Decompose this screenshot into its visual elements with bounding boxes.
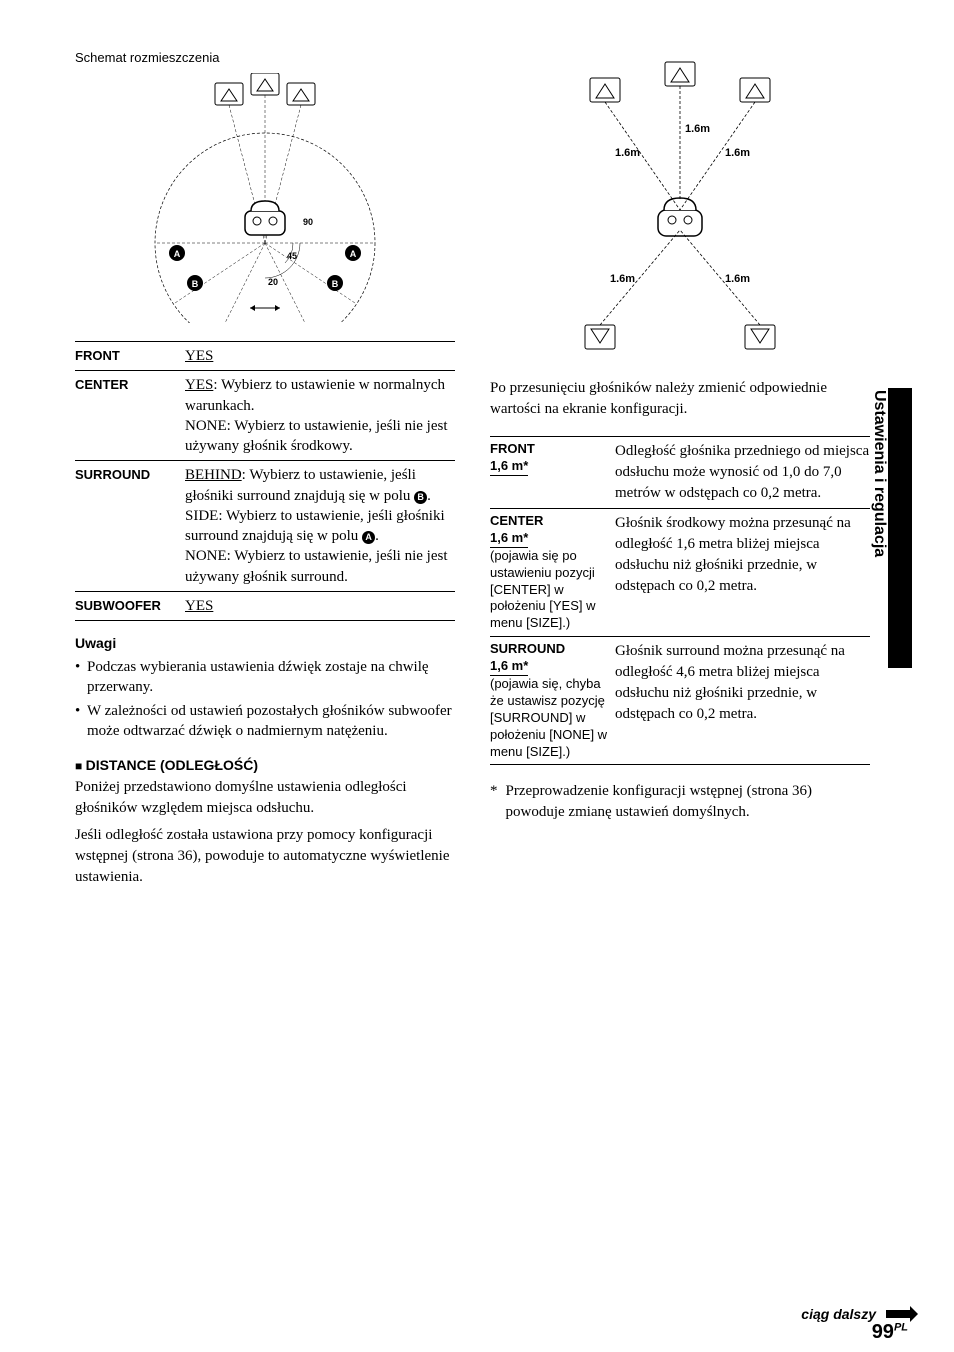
table-row-front-dist: FRONT 1,6 m* Odległość głośnika przednie… — [490, 436, 870, 508]
label-center: CENTER — [75, 375, 185, 392]
side-tab — [888, 388, 912, 668]
label-center-dist: CENTER — [490, 513, 543, 528]
label-surround-dist: SURROUND — [490, 641, 565, 656]
list-item: W zależności od ustawień pozostałych gło… — [75, 701, 455, 742]
notes-list: Podczas wybierania ustawienia dźwięk zos… — [75, 657, 455, 741]
table-row-surround: SURROUND BEHIND: Wybierz to ustawienie, … — [75, 460, 455, 591]
list-item: Podczas wybierania ustawienia dźwięk zos… — [75, 657, 455, 698]
badge-b-icon: B — [414, 491, 427, 504]
distance-paragraph-1: Poniżej przedstawiono domyślne ustawieni… — [75, 777, 455, 819]
table-row-center: CENTER YES: Wybierz to ustawienie w norm… — [75, 370, 455, 460]
distance-heading: DISTANCE (ODLEGŁOŚĆ) — [75, 757, 455, 773]
distance-diagram: 1.6m 1.6m 1.6m 1.6m 1.6m — [490, 50, 870, 360]
svg-text:1.6m: 1.6m — [725, 147, 750, 159]
table-row-front: FRONT YES — [75, 341, 455, 370]
arrow-right-icon — [886, 1310, 910, 1318]
svg-text:A: A — [350, 249, 357, 259]
svg-text:1.6m: 1.6m — [615, 147, 640, 159]
page-number: 99PL — [872, 1321, 908, 1344]
table-row-center-dist: CENTER 1,6 m* (pojawia się po ustawieniu… — [490, 508, 870, 636]
footnote: * Przeprowadzenie konfiguracji wstępnej … — [490, 781, 870, 823]
svg-text:1.6m: 1.6m — [725, 273, 750, 285]
side-tab-label: Ustawienia i regulacja — [870, 390, 888, 557]
distance-paragraph-2: Jeśli odległość została ustawiona przy p… — [75, 825, 455, 888]
table-row-surround-dist: SURROUND 1,6 m* (pojawia się, chyba że u… — [490, 636, 870, 765]
svg-text:1.6m: 1.6m — [685, 123, 710, 135]
svg-text:A: A — [174, 249, 181, 259]
label-front-dist: FRONT — [490, 441, 535, 456]
table-row-subwoofer: SUBWOOFER YES — [75, 591, 455, 621]
notes-heading: Uwagi — [75, 635, 455, 651]
label-surround: SURROUND — [75, 465, 185, 482]
label-subwoofer: SUBWOOFER — [75, 596, 185, 613]
schema-label: Schemat rozmieszczenia — [75, 50, 455, 65]
badge-a-icon: A — [362, 531, 375, 544]
continued-label: ciąg dalszy — [801, 1306, 876, 1322]
svg-text:B: B — [192, 279, 199, 289]
svg-text:1.6m: 1.6m — [610, 273, 635, 285]
page-footer: ciąg dalszy — [801, 1306, 910, 1322]
svg-text:B: B — [332, 279, 339, 289]
svg-text:20: 20 — [268, 277, 278, 287]
svg-text:45: 45 — [287, 251, 297, 261]
surround-angle-diagram: A A B B 90 45 20 — [75, 73, 455, 323]
after-diagram-paragraph: Po przesunięciu głośników należy zmienić… — [490, 378, 870, 420]
label-front: FRONT — [75, 346, 185, 363]
svg-text:90: 90 — [303, 217, 313, 227]
